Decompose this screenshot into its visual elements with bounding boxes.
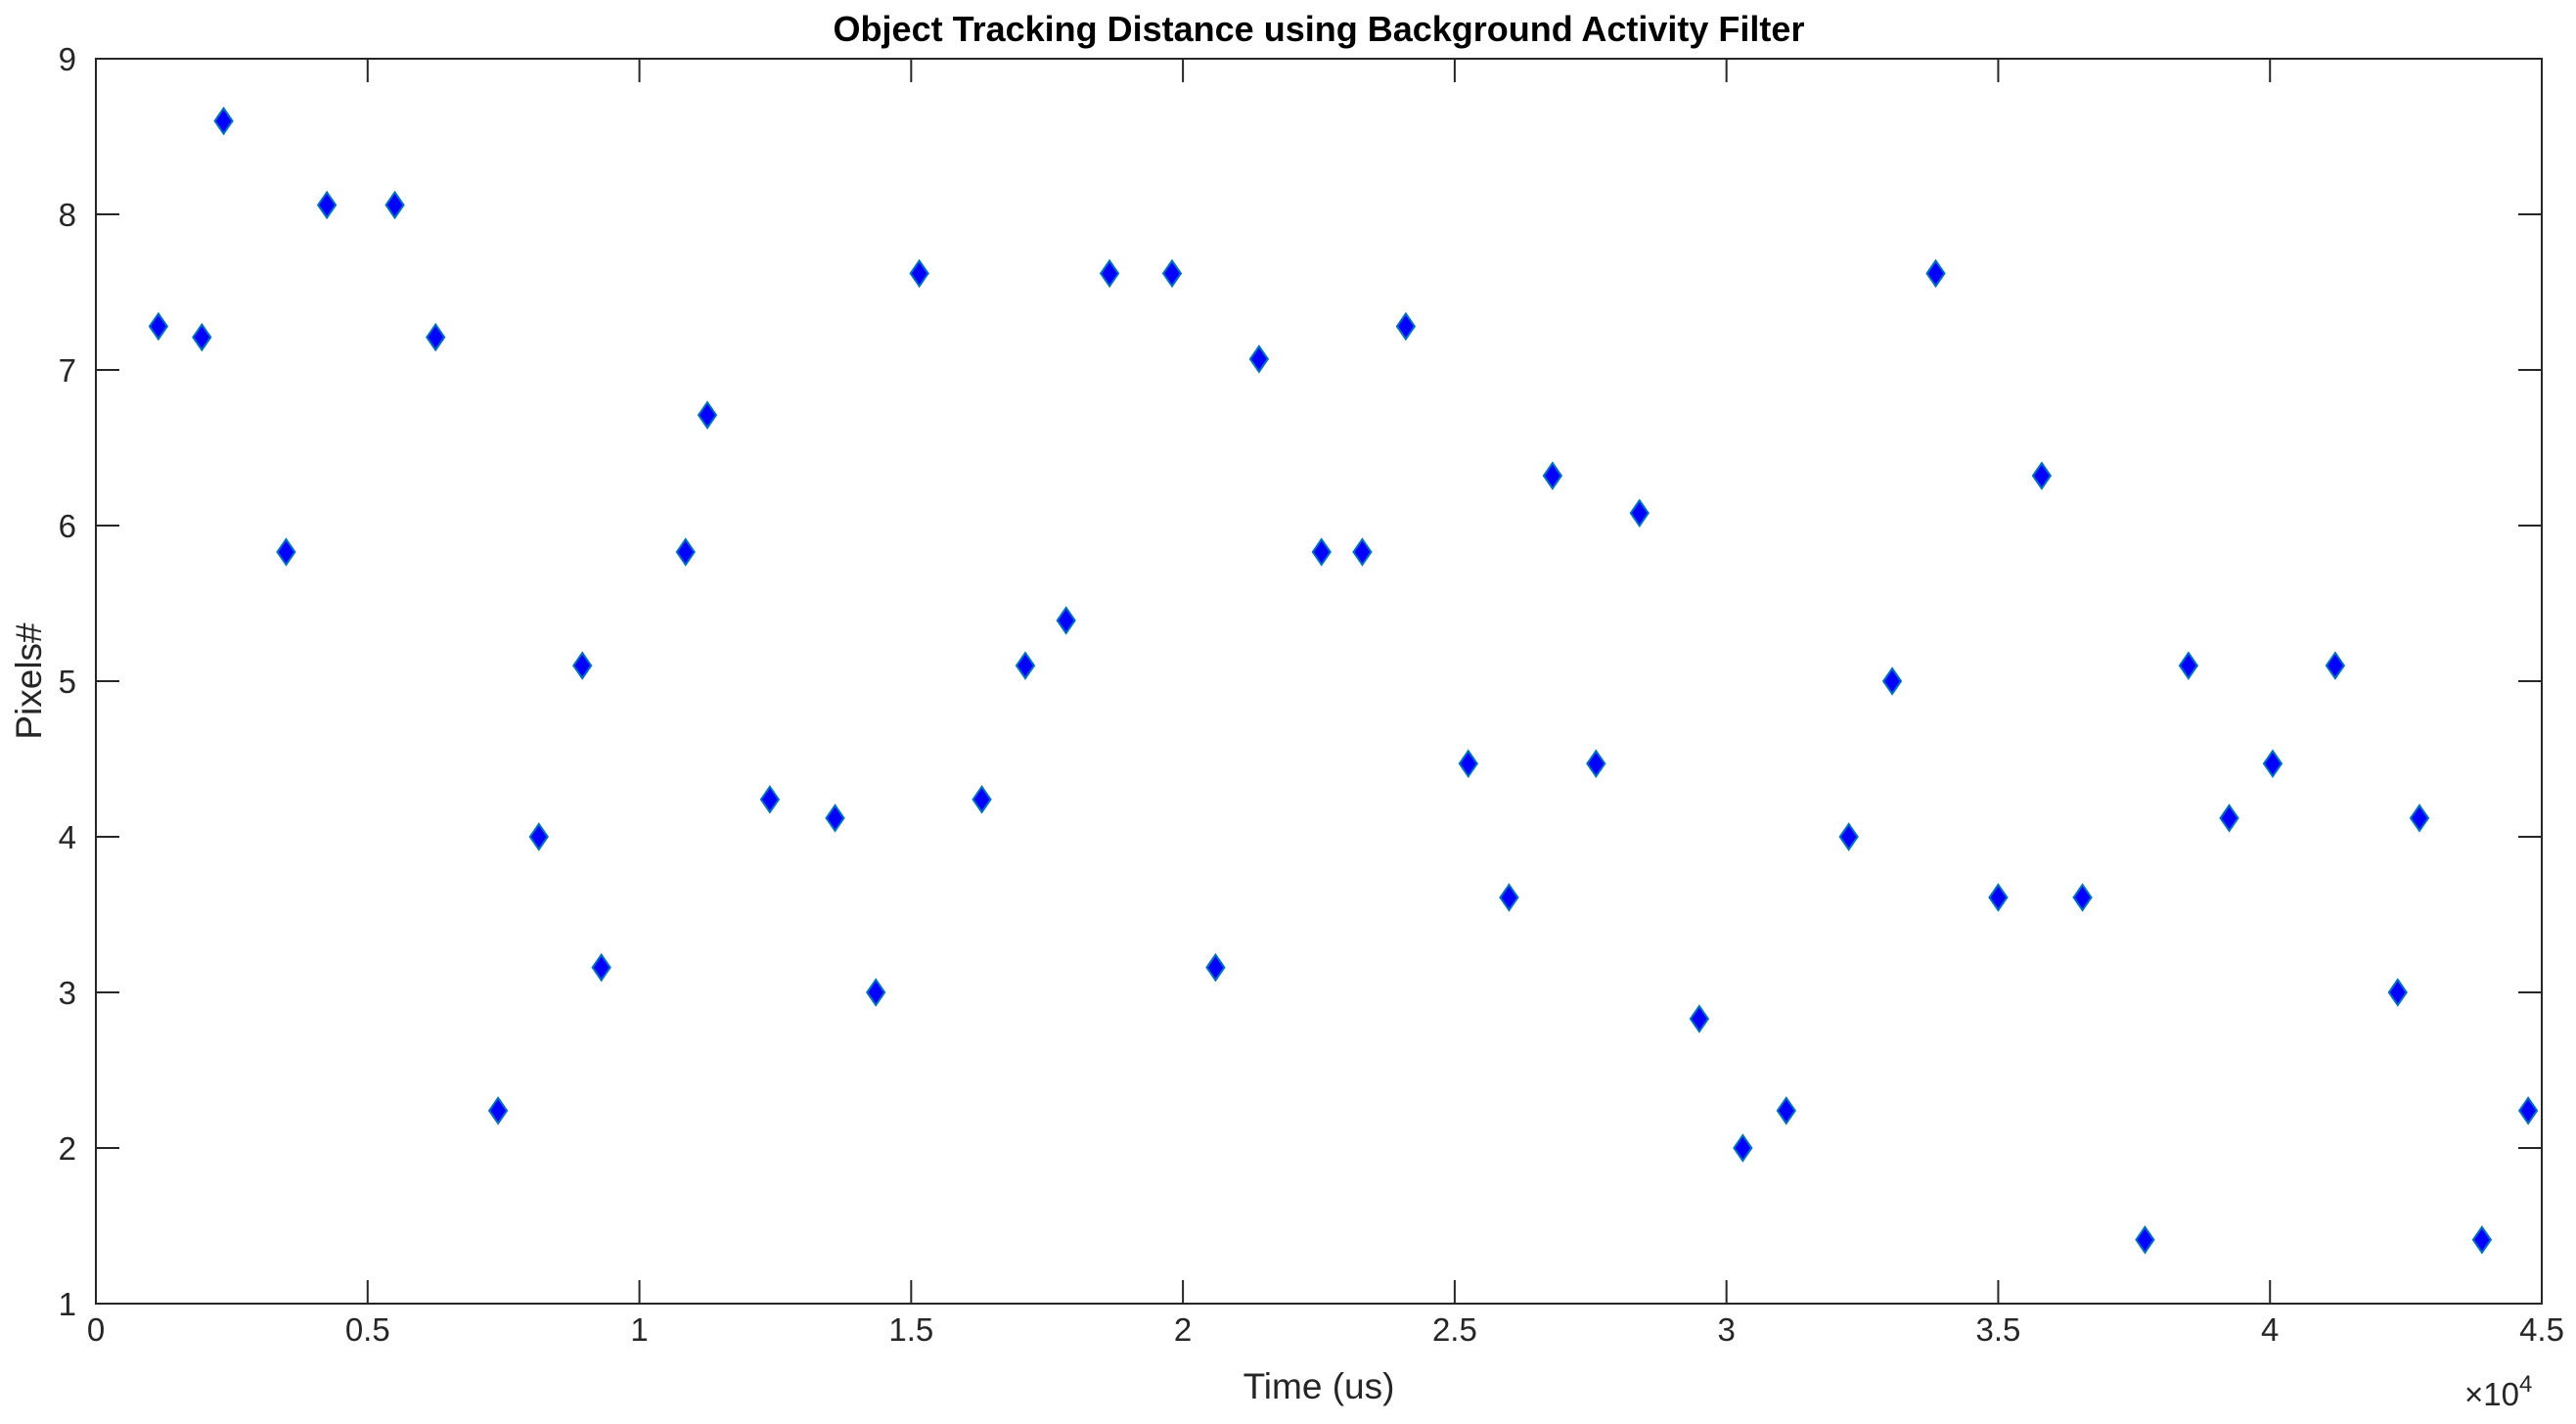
data-point-marker <box>316 190 338 220</box>
x-axis-multiplier-base: ×10 <box>2464 1376 2519 1412</box>
data-point-marker <box>1205 952 1226 983</box>
axes-box <box>95 58 2543 1305</box>
x-axis-label: Time (us) <box>1243 1366 1395 1406</box>
y-tick-label: 8 <box>59 197 76 233</box>
x-axis-multiplier: ×104 <box>2464 1371 2532 1412</box>
y-tick-label: 9 <box>59 41 76 77</box>
data-point-marker <box>1925 258 1946 289</box>
y-tick-label: 5 <box>59 664 76 700</box>
data-point-marker <box>1689 1004 1710 1034</box>
chart-title: Object Tracking Distance using Backgroun… <box>834 9 1805 49</box>
data-point-marker <box>2325 651 2346 680</box>
x-tick-label: 0.5 <box>345 1311 390 1348</box>
plot-area <box>96 59 2542 1304</box>
data-point-marker <box>972 785 992 814</box>
data-point-marker <box>1586 749 1606 779</box>
data-point-marker <box>148 311 169 342</box>
data-point-marker <box>591 952 611 983</box>
y-axis-label: Pixels# <box>9 622 49 740</box>
data-point-marker <box>276 537 296 567</box>
data-point-marker <box>1499 883 1519 912</box>
data-point-marker <box>1629 498 1650 528</box>
data-point-marker <box>487 1096 509 1125</box>
data-point-marker <box>1733 1133 1753 1163</box>
x-tick-label: 3 <box>1717 1311 1735 1348</box>
data-point-marker <box>1161 258 1183 289</box>
x-tick-label: 1.5 <box>888 1311 933 1348</box>
data-point-marker <box>2517 1096 2539 1125</box>
data-point-marker <box>1311 537 1332 567</box>
data-point-marker <box>1988 883 2009 912</box>
data-point-marker <box>866 978 886 1007</box>
y-tick-label: 2 <box>59 1130 76 1167</box>
data-point-marker <box>2409 804 2430 833</box>
x-axis-ticks: 0 0.5 1 1.5 2 2.5 3 3.5 4 4.5 <box>87 59 2564 1348</box>
data-point-marker <box>2031 461 2053 490</box>
data-point-marker <box>1838 822 1859 851</box>
data-point-marker <box>528 822 549 851</box>
x-tick-label: 2 <box>1174 1311 1192 1348</box>
x-tick-label: 1 <box>630 1311 648 1348</box>
x-tick-label: 4.5 <box>2519 1311 2564 1348</box>
y-tick-label: 7 <box>59 352 76 389</box>
data-point-marker <box>2262 749 2283 779</box>
data-point-marker <box>1458 749 1478 779</box>
data-point-marker <box>825 804 845 833</box>
data-points <box>148 106 2539 1255</box>
data-point-marker <box>2072 883 2093 912</box>
data-point-marker <box>2135 1225 2155 1255</box>
data-point-marker <box>2387 978 2408 1007</box>
data-point-marker <box>697 400 718 430</box>
data-point-marker <box>1395 311 1417 342</box>
y-tick-label: 3 <box>59 975 76 1011</box>
data-point-marker <box>1776 1096 1796 1125</box>
data-point-marker <box>1248 345 1270 374</box>
data-point-marker <box>1015 651 1036 680</box>
data-point-marker <box>572 651 593 680</box>
data-point-marker <box>1881 666 1903 696</box>
x-tick-label: 0 <box>87 1311 105 1348</box>
y-axis-ticks: 1 2 3 4 5 6 7 8 9 <box>59 41 2542 1322</box>
data-point-marker <box>2471 1225 2493 1255</box>
y-tick-label: 6 <box>59 508 76 544</box>
data-point-marker <box>759 785 781 814</box>
x-axis-multiplier-exponent: 4 <box>2519 1371 2532 1398</box>
data-point-marker <box>213 106 234 136</box>
data-point-marker <box>1542 461 1563 490</box>
data-point-marker <box>2178 651 2199 680</box>
data-point-marker <box>675 537 696 567</box>
data-point-marker <box>1056 606 1076 635</box>
data-point-marker <box>2219 804 2239 833</box>
x-tick-label: 2.5 <box>1432 1311 1477 1348</box>
data-point-marker <box>384 190 405 220</box>
data-point-marker <box>909 258 929 289</box>
data-point-marker <box>426 322 446 352</box>
data-point-marker <box>192 322 212 352</box>
y-tick-label: 4 <box>59 819 76 855</box>
x-tick-label: 4 <box>2261 1311 2279 1348</box>
y-tick-label: 1 <box>59 1286 76 1322</box>
data-point-marker <box>1099 258 1120 289</box>
data-point-marker <box>1352 537 1373 567</box>
x-tick-label: 3.5 <box>1976 1311 2021 1348</box>
